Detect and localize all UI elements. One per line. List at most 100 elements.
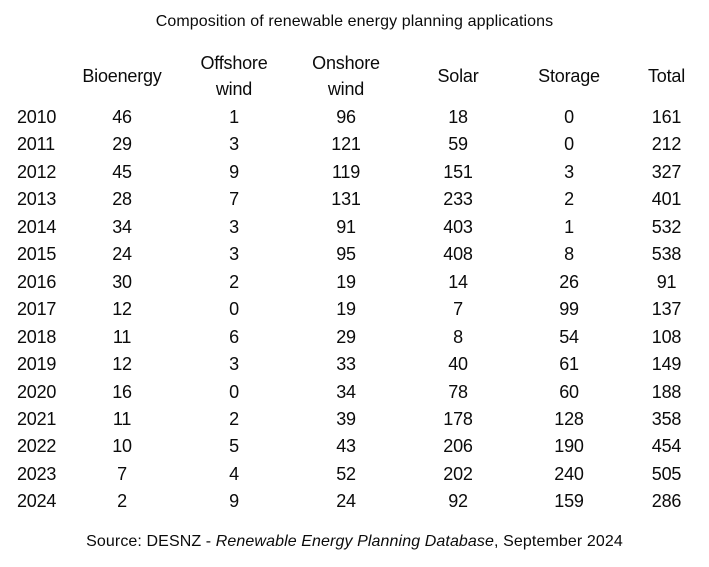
- year-cell: 2014: [17, 216, 57, 237]
- value-cell: 149: [651, 354, 682, 375]
- value-cell: 159: [554, 491, 584, 512]
- source-database-name: Renewable Energy Planning Database: [215, 532, 495, 550]
- value-cell: 19: [336, 299, 356, 320]
- col-header-solar: Solar: [437, 66, 479, 86]
- year-cell: 2019: [17, 354, 57, 375]
- table-row: 2021 11 2 39 178 128 358: [0, 406, 709, 433]
- table-row: 2019 12 3 33 40 61 149: [0, 351, 709, 378]
- value-cell: 8: [564, 244, 574, 265]
- value-cell: 6: [229, 326, 239, 347]
- value-cell: 12: [112, 299, 132, 320]
- col-header-total: Total: [647, 66, 686, 86]
- year-cell: 2020: [17, 381, 57, 402]
- value-cell: 403: [443, 216, 473, 237]
- year-cell: 2021: [17, 408, 57, 429]
- value-cell: 454: [651, 436, 682, 457]
- value-cell: 178: [443, 408, 473, 429]
- table-row: 2023 7 4 52 202 240 505: [0, 461, 709, 488]
- value-cell: 4: [229, 463, 239, 484]
- renewables-table: Bioenergy Offshore wind Onshore wind Sol…: [0, 48, 709, 516]
- value-cell: 401: [651, 189, 682, 210]
- year-cell: 2013: [17, 189, 57, 210]
- value-cell: 538: [651, 244, 682, 265]
- year-cell: 2011: [17, 134, 55, 155]
- value-cell: 91: [656, 271, 677, 292]
- page-title: Composition of renewable energy planning…: [155, 13, 554, 30]
- value-cell: 151: [443, 161, 473, 182]
- value-cell: 3: [229, 134, 239, 155]
- value-cell: 212: [651, 134, 682, 155]
- table-row: 2024 2 9 24 92 159 286: [0, 488, 709, 515]
- col-header-onshore-wind: Onshore wind: [312, 53, 380, 99]
- value-cell: 532: [651, 216, 682, 237]
- value-cell: 34: [112, 216, 132, 237]
- table-row: 2017 12 0 19 7 99 137: [0, 296, 709, 323]
- value-cell: 7: [117, 463, 127, 484]
- value-cell: 29: [336, 326, 356, 347]
- value-cell: 7: [229, 189, 239, 210]
- value-cell: 18: [448, 107, 468, 127]
- value-cell: 61: [559, 354, 579, 375]
- value-cell: 0: [229, 299, 239, 320]
- value-cell: 99: [559, 299, 579, 320]
- value-cell: 137: [651, 299, 682, 320]
- value-cell: 33: [336, 354, 356, 375]
- header-row: Bioenergy Offshore wind Onshore wind Sol…: [0, 48, 709, 104]
- col-header-offshore-wind: Offshore wind: [200, 53, 268, 99]
- value-cell: 95: [336, 244, 356, 265]
- value-cell: 505: [651, 463, 682, 484]
- value-cell: 24: [336, 491, 356, 512]
- value-cell: 54: [559, 326, 579, 347]
- value-cell: 0: [564, 134, 574, 155]
- table-row: 2016 30 2 19 14 26 91: [0, 269, 709, 296]
- table-row: 2022 10 5 43 206 190 454: [0, 433, 709, 460]
- value-cell: 3: [229, 354, 239, 375]
- value-cell: 45: [112, 161, 132, 182]
- value-cell: 161: [651, 107, 682, 127]
- value-cell: 1: [564, 216, 574, 237]
- value-cell: 128: [554, 408, 584, 429]
- value-cell: 119: [331, 161, 361, 182]
- table-row: 2010 46 1 96 18 0 161: [0, 104, 709, 131]
- value-cell: 2: [229, 271, 239, 292]
- value-cell: 96: [336, 107, 356, 127]
- value-cell: 91: [336, 216, 356, 237]
- value-cell: 11: [112, 408, 132, 429]
- value-cell: 26: [559, 271, 579, 292]
- value-cell: 108: [651, 326, 682, 347]
- value-cell: 3: [564, 161, 574, 182]
- value-cell: 286: [651, 491, 682, 512]
- value-cell: 10: [112, 436, 132, 457]
- value-cell: 0: [564, 107, 574, 127]
- value-cell: 39: [336, 408, 356, 429]
- table-row: 2018 11 6 29 8 54 108: [0, 324, 709, 351]
- value-cell: 240: [554, 463, 584, 484]
- value-cell: 358: [651, 408, 682, 429]
- value-cell: 7: [453, 299, 463, 320]
- value-cell: 52: [336, 463, 356, 484]
- value-cell: 1: [229, 107, 239, 127]
- value-cell: 233: [443, 189, 473, 210]
- value-cell: 206: [443, 436, 473, 457]
- value-cell: 0: [229, 381, 239, 402]
- col-header-storage: Storage: [538, 66, 600, 86]
- value-cell: 28: [112, 189, 132, 210]
- value-cell: 327: [651, 161, 682, 182]
- value-cell: 40: [448, 354, 468, 375]
- col-header-year: [0, 48, 66, 104]
- col-header-bioenergy: Bioenergy: [82, 66, 162, 86]
- value-cell: 8: [453, 326, 463, 347]
- year-cell: 2023: [17, 463, 57, 484]
- year-cell: 2012: [17, 161, 57, 182]
- source-suffix: , September 2024: [494, 532, 623, 550]
- value-cell: 78: [448, 381, 468, 402]
- year-cell: 2024: [17, 491, 57, 512]
- table-row: 2015 24 3 95 408 8 538: [0, 241, 709, 268]
- value-cell: 92: [448, 491, 468, 512]
- source-prefix: Source: DESNZ -: [86, 532, 216, 550]
- value-cell: 9: [229, 491, 239, 512]
- value-cell: 43: [336, 436, 356, 457]
- value-cell: 2: [564, 189, 574, 210]
- value-cell: 16: [112, 381, 132, 402]
- value-cell: 408: [443, 244, 473, 265]
